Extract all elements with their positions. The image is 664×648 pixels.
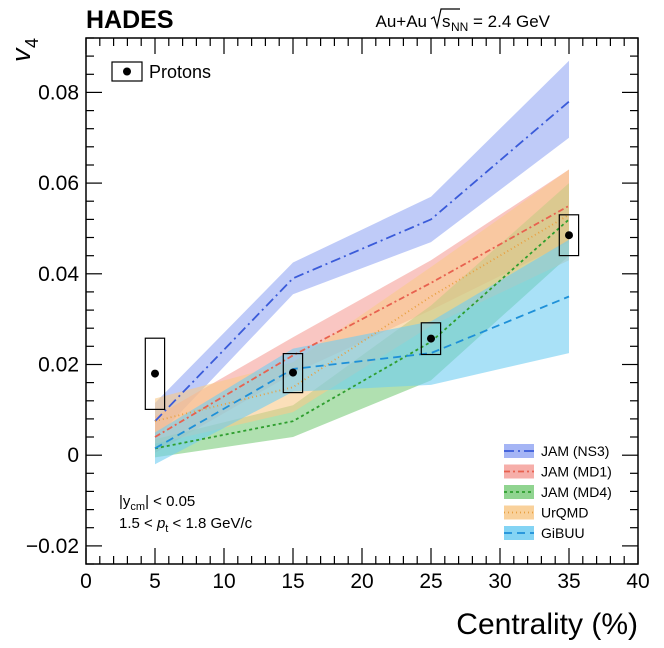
legend-entry-jam-md1: JAM (MD1)	[504, 464, 612, 480]
sys-box-5	[144, 337, 166, 411]
legend-entry-gibuu: GiBUU	[504, 525, 585, 541]
y-tick-label-5: 0.08	[38, 81, 79, 104]
x-tick-label-35: 35	[557, 570, 580, 593]
x-axis-title: Centrality (%)	[456, 608, 638, 641]
cut-annotations: |ycm| < 0.05 1.5 < pt < 1.8 GeV/c	[119, 493, 253, 535]
y-axis-title-sub: 4	[22, 38, 42, 48]
rapidity-cut: |ycm| < 0.05	[119, 493, 195, 513]
data-point-35	[565, 231, 573, 240]
pt-cut-pre: 1.5 <	[119, 515, 157, 532]
model-lines	[154, 100, 570, 450]
model-bands	[155, 60, 569, 465]
pt-cut: 1.5 < pt < 1.8 GeV/c	[119, 515, 253, 535]
axes	[85, 37, 639, 565]
legend-label-jam-md4: JAM (MD4)	[541, 484, 612, 500]
y-tick-label-1: 0	[67, 444, 79, 467]
legend-label-gibuu: GiBUU	[541, 525, 585, 541]
band-gibuu	[155, 239, 569, 465]
line-jam-md1	[154, 205, 570, 438]
x-tick-label-25: 25	[419, 570, 442, 593]
x-tick-label-10: 10	[212, 570, 235, 593]
legend-swatch-urqmd	[504, 505, 534, 520]
legend-entry-jam-ns3: JAM (NS3)	[504, 443, 609, 459]
line-jam-md4	[154, 218, 570, 450]
sqrt-sign	[430, 8, 460, 30]
y-tick-label-0: −0.02	[26, 535, 79, 558]
rapidity-cut-post: | < 0.05	[145, 493, 195, 510]
collision-system-label: Au+Au s NN = 2.4 GeV	[375, 8, 551, 34]
legend-label-jam-md1: JAM (MD1)	[541, 464, 612, 480]
rapidity-cut-pre: |y	[119, 493, 131, 510]
x-tick-label-5: 5	[149, 570, 161, 593]
x-tick-label-40: 40	[626, 570, 649, 593]
data-legend-marker	[123, 67, 131, 76]
data-point-25	[427, 334, 435, 343]
sqrt-s-label: s	[442, 12, 451, 31]
sys-box-15	[282, 353, 304, 394]
energy-label: = 2.4 GeV	[473, 12, 551, 31]
legend-label-jam-ns3: JAM (NS3)	[541, 443, 609, 459]
system-prefix: Au+Au	[375, 12, 427, 31]
legend-entry-urqmd: UrQMD	[504, 505, 588, 521]
data-legend-label: Protons	[149, 62, 211, 82]
model-legend: JAM (NS3) JAM (MD1) JAM (MD4) UrQMD GiBUU	[504, 443, 612, 541]
data-points	[144, 214, 580, 411]
experiment-label: HADES	[86, 6, 174, 34]
sys-box-25	[420, 322, 442, 356]
sqrt-s-subscript: NN	[451, 20, 468, 34]
sys-box-35	[558, 214, 580, 257]
pt-cut-post: < 1.8 GeV/c	[168, 515, 252, 532]
data-legend: Protons	[111, 61, 211, 82]
data-point-5	[151, 369, 159, 378]
y-tick-label-2: 0.02	[38, 354, 79, 377]
legend-label-urqmd: UrQMD	[541, 505, 588, 521]
x-tick-label-15: 15	[281, 570, 304, 593]
data-legend-marker-box	[111, 61, 143, 82]
x-tick-label-0: 0	[80, 570, 92, 593]
pt-cut-sub: t	[165, 523, 168, 535]
legend-entry-jam-md4: JAM (MD4)	[504, 484, 612, 500]
rapidity-cut-sub: cm	[130, 501, 145, 513]
line-urqmd	[154, 214, 570, 423]
line-gibuu	[154, 295, 570, 450]
x-tick-label-20: 20	[350, 570, 373, 593]
y-tick-label-4: 0.06	[38, 172, 79, 195]
pt-cut-var: p	[156, 515, 165, 532]
y-axis-title-main: v	[6, 47, 36, 62]
data-point-15	[289, 368, 297, 377]
x-tick-label-30: 30	[488, 570, 511, 593]
y-tick-label-3: 0.04	[38, 263, 79, 286]
band-jam-ns3	[155, 60, 569, 440]
y-axis-title: v 4	[6, 38, 42, 62]
